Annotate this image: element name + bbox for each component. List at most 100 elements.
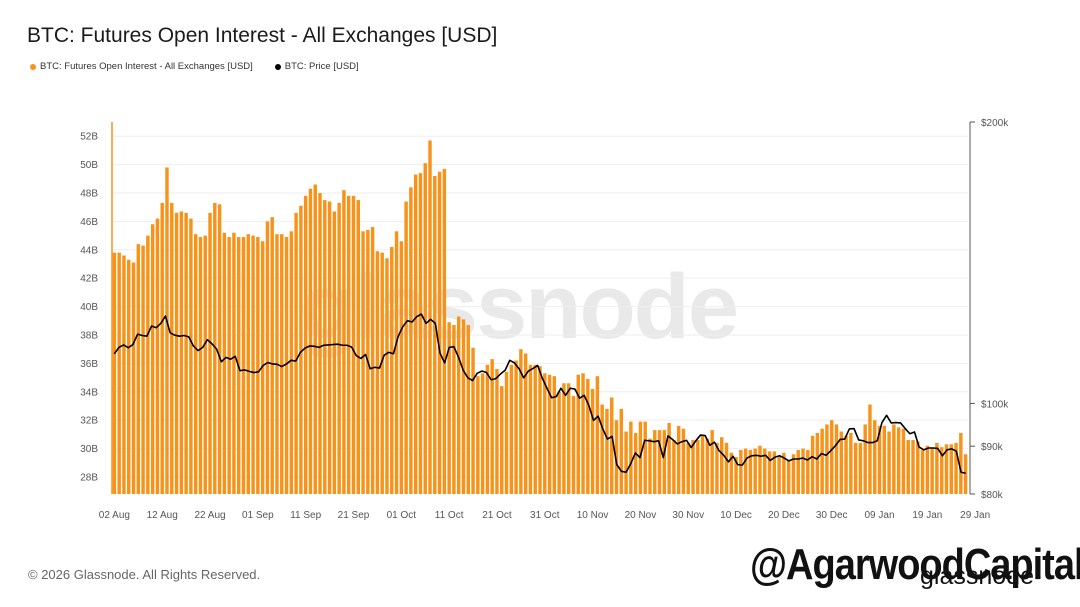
- oi-bar[interactable]: [284, 237, 289, 494]
- oi-bar[interactable]: [370, 227, 375, 494]
- oi-bar[interactable]: [332, 211, 337, 494]
- oi-bar[interactable]: [471, 347, 475, 494]
- oi-bar[interactable]: [624, 431, 628, 494]
- oi-bar[interactable]: [734, 457, 738, 494]
- oi-bar[interactable]: [112, 252, 117, 494]
- oi-bar[interactable]: [581, 373, 585, 494]
- oi-bar[interactable]: [720, 437, 724, 494]
- oi-bar[interactable]: [179, 211, 184, 494]
- oi-bar[interactable]: [533, 364, 537, 494]
- oi-bar[interactable]: [490, 359, 494, 494]
- oi-bar[interactable]: [251, 235, 255, 494]
- oi-bar[interactable]: [820, 428, 824, 494]
- oi-bar[interactable]: [423, 163, 427, 494]
- oi-bar[interactable]: [260, 241, 265, 494]
- oi-bar[interactable]: [839, 431, 843, 494]
- oi-bar[interactable]: [409, 187, 413, 494]
- oi-bar[interactable]: [629, 421, 633, 494]
- oi-bar[interactable]: [753, 448, 757, 494]
- oi-bar[interactable]: [767, 451, 772, 494]
- oi-bar[interactable]: [954, 442, 958, 494]
- oi-bar[interactable]: [662, 430, 667, 494]
- oi-bar[interactable]: [643, 421, 647, 494]
- oi-bar[interactable]: [404, 201, 408, 494]
- oi-bar[interactable]: [715, 442, 719, 494]
- oi-bar[interactable]: [949, 444, 953, 494]
- oi-bar[interactable]: [877, 425, 882, 494]
- oi-bar[interactable]: [246, 234, 251, 495]
- oi-bar[interactable]: [810, 435, 815, 494]
- oi-bar[interactable]: [461, 319, 466, 494]
- oi-bar[interactable]: [815, 432, 820, 494]
- oi-bar[interactable]: [576, 374, 580, 494]
- oi-bar[interactable]: [523, 353, 528, 494]
- oi-bar[interactable]: [739, 449, 743, 494]
- oi-bar[interactable]: [916, 441, 920, 494]
- oi-bar[interactable]: [356, 200, 360, 494]
- oi-bar[interactable]: [590, 388, 595, 494]
- oi-bar[interactable]: [562, 383, 566, 494]
- oi-bar[interactable]: [198, 237, 203, 494]
- oi-bar[interactable]: [232, 232, 236, 494]
- oi-bar[interactable]: [748, 449, 753, 494]
- oi-bar[interactable]: [696, 440, 700, 494]
- oi-bar[interactable]: [466, 325, 470, 494]
- oi-bar[interactable]: [896, 427, 901, 494]
- oi-bar[interactable]: [595, 376, 600, 494]
- oi-bar[interactable]: [920, 449, 925, 494]
- oi-bar[interactable]: [528, 364, 533, 494]
- oi-bar[interactable]: [543, 373, 547, 494]
- oi-bar[interactable]: [930, 448, 934, 494]
- oi-bar[interactable]: [853, 442, 858, 494]
- oi-bar[interactable]: [208, 212, 212, 494]
- oi-bar[interactable]: [959, 432, 963, 494]
- oi-bar[interactable]: [944, 444, 949, 494]
- oi-bar[interactable]: [294, 212, 298, 494]
- oi-bar[interactable]: [256, 237, 260, 494]
- oi-bar[interactable]: [547, 374, 552, 494]
- oi-bar[interactable]: [394, 231, 399, 494]
- oi-bar[interactable]: [299, 205, 303, 494]
- oi-bar[interactable]: [160, 202, 164, 494]
- oi-bar[interactable]: [939, 447, 944, 494]
- oi-bar[interactable]: [829, 420, 834, 494]
- oi-bar[interactable]: [141, 245, 145, 494]
- oi-bar[interactable]: [705, 438, 710, 494]
- oi-bar[interactable]: [614, 420, 619, 494]
- oi-bar[interactable]: [791, 454, 796, 494]
- oi-bar[interactable]: [672, 440, 676, 494]
- oi-bar[interactable]: [504, 371, 509, 494]
- oi-bar[interactable]: [150, 224, 155, 495]
- oi-bar[interactable]: [155, 218, 160, 495]
- oi-bar[interactable]: [605, 408, 609, 494]
- oi-bar[interactable]: [676, 425, 681, 494]
- oi-bar[interactable]: [184, 212, 188, 494]
- oi-bar[interactable]: [485, 364, 490, 494]
- oi-bar[interactable]: [390, 246, 394, 494]
- oi-bar[interactable]: [648, 438, 652, 494]
- oi-bar[interactable]: [743, 448, 748, 494]
- oi-bar[interactable]: [433, 175, 437, 494]
- oi-bar[interactable]: [303, 195, 308, 494]
- oi-bar[interactable]: [342, 190, 346, 494]
- oi-bar[interactable]: [963, 454, 968, 494]
- oi-bar[interactable]: [657, 430, 662, 494]
- oi-bar[interactable]: [351, 195, 356, 494]
- oi-bar[interactable]: [729, 452, 733, 494]
- oi-bar[interactable]: [806, 449, 810, 494]
- oi-bar[interactable]: [227, 237, 231, 494]
- oi-bar[interactable]: [428, 140, 432, 494]
- oi-bar[interactable]: [241, 237, 246, 494]
- oi-bar[interactable]: [456, 316, 461, 494]
- oi-bar[interactable]: [131, 262, 136, 494]
- oi-bar[interactable]: [146, 235, 150, 494]
- oi-bar[interactable]: [758, 445, 762, 494]
- oi-bar[interactable]: [710, 430, 714, 494]
- oi-bar[interactable]: [127, 259, 131, 494]
- oi-bar[interactable]: [906, 440, 910, 494]
- oi-bar[interactable]: [122, 255, 126, 494]
- legend-item-open-interest[interactable]: BTC: Futures Open Interest - All Exchang…: [30, 61, 253, 72]
- oi-bar[interactable]: [476, 376, 480, 494]
- oi-bar[interactable]: [786, 459, 791, 494]
- oi-bar[interactable]: [313, 184, 317, 494]
